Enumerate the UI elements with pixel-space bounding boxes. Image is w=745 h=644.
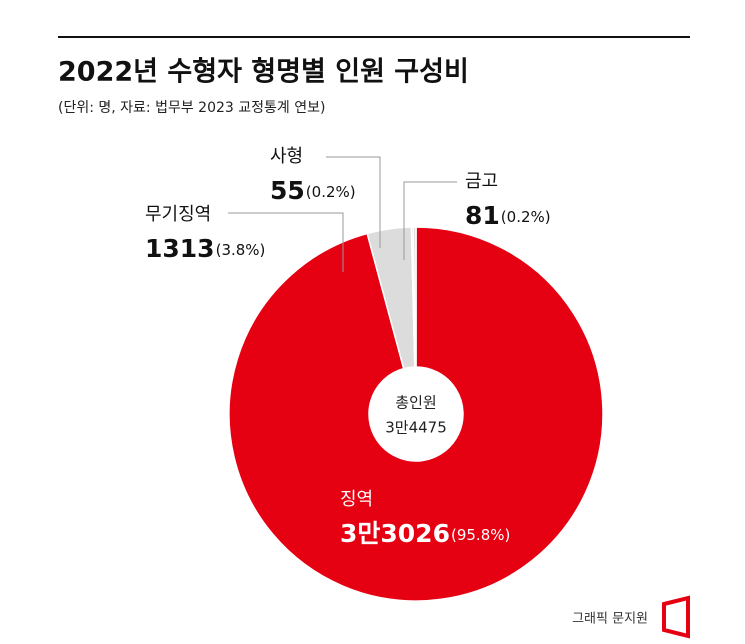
slice <box>412 226 417 368</box>
leader-line <box>228 212 344 272</box>
value-label: 55(0.2%) <box>270 176 356 205</box>
slice <box>228 226 604 602</box>
value-label: 1313(3.8%) <box>145 234 265 263</box>
logo <box>662 595 690 639</box>
leader-line <box>403 181 457 260</box>
value-number: 1313 <box>145 234 215 263</box>
percent-label: (0.2%) <box>306 183 356 201</box>
center-title: 총인원 <box>395 394 436 412</box>
value-number: 3만3026 <box>340 519 450 548</box>
donut <box>228 226 604 602</box>
value-label: 81(0.2%) <box>465 201 551 230</box>
category-label: 금고 <box>465 171 498 192</box>
percent-label: (0.2%) <box>501 208 551 226</box>
value-label: 3만3026(95.8%) <box>340 519 510 548</box>
value-number: 55 <box>270 176 305 205</box>
chart-title: 2022년 수형자 형명별 인원 구성비 <box>58 57 469 88</box>
category-label: 무기징역 <box>145 204 211 225</box>
credit: 그래픽 문지원 <box>572 612 648 627</box>
value-number: 81 <box>465 201 500 230</box>
category-label: 사형 <box>270 146 303 167</box>
center-text: 3만4475 <box>385 419 447 437</box>
chart-subtitle: (단위: 명, 자료: 법무부 2023 교정통계 연보) <box>58 100 325 116</box>
percent-label: (95.8%) <box>451 526 510 544</box>
percent-label: (3.8%) <box>216 241 266 259</box>
leader-line <box>326 156 381 248</box>
category-label: 징역 <box>340 489 373 510</box>
